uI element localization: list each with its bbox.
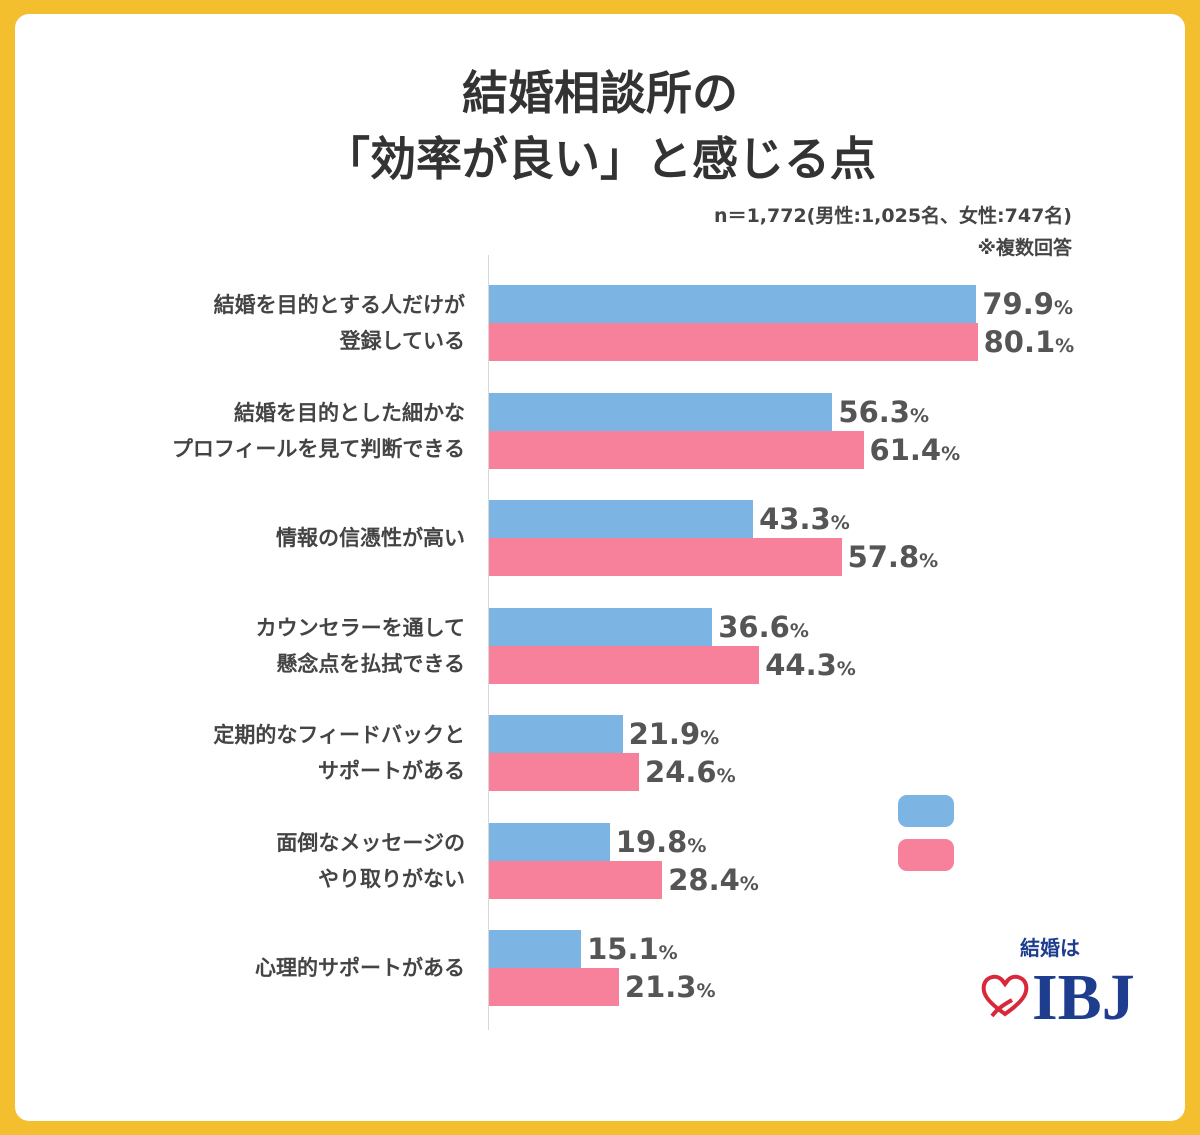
female-value-label: 21.3% — [624, 970, 716, 1004]
category-label: 結婚を目的とした細かなプロフィールを見て判断できる — [25, 395, 465, 467]
male-value-label: 79.9% — [982, 287, 1073, 321]
category-label-line: サポートがある — [318, 759, 465, 783]
category-label-line: 情報の信憑性が高い — [276, 526, 465, 550]
female-value-label: 61.4% — [869, 432, 961, 467]
male-value-label: 21.9% — [628, 717, 720, 751]
female-bar — [489, 430, 864, 469]
male-bar — [489, 930, 582, 968]
female-value-label: 24.6% — [645, 755, 736, 789]
sample-note: ※複数回答 — [977, 237, 1072, 259]
female-bar — [489, 753, 640, 791]
category-label-line: 結婚を目的とする人だけが — [213, 293, 465, 317]
category-label: カウンセラーを通して懸念点を払拭できる — [25, 610, 465, 682]
category-label-line: 定期的なフィードバックと — [213, 723, 465, 747]
male-value-label: 19.8% — [615, 824, 707, 859]
female-bar — [489, 968, 619, 1006]
logo-brand: IBJ — [1032, 961, 1135, 1034]
female-bar — [489, 323, 978, 361]
male-bar — [489, 607, 713, 646]
sample-info: n＝1,772(男性:1,025名、女性:747名) ※複数回答 — [714, 200, 1072, 264]
male-value-label: 36.6% — [718, 609, 809, 644]
y-axis-line — [488, 255, 489, 1030]
category-label-line: やり取りがない — [318, 866, 465, 891]
category-label: 結婚を目的とする人だけが登録している — [25, 287, 465, 359]
title-line-2: 「効率が良い」と感じる点 — [324, 132, 876, 186]
heart-logo-icon — [981, 974, 1029, 1018]
category-label: 心理的サポートがある — [25, 950, 465, 986]
category-label-line: 登録している — [339, 329, 465, 353]
category-label: 定期的なフィードバックとサポートがある — [25, 717, 465, 789]
category-label-line: 懸念点を払拭できる — [276, 651, 465, 676]
male-bar — [489, 822, 610, 861]
male-bar — [489, 285, 977, 323]
female-value-label: 80.1% — [983, 325, 1075, 359]
legend-male-swatch — [898, 795, 954, 827]
male-bar — [489, 715, 623, 753]
category-label: 情報の信憑性が高い — [25, 520, 465, 556]
female-bar — [489, 645, 760, 684]
category-label-line: プロフィールを見て判断できる — [171, 436, 465, 461]
female-bar — [489, 538, 842, 576]
male-value-label: 15.1% — [587, 932, 678, 966]
title-line-1: 結婚相談所の — [462, 66, 738, 120]
chart-title: 結婚相談所の 「効率が良い」と感じる点 — [0, 60, 1200, 192]
logo-tagline: 結婚は — [1020, 936, 1080, 960]
category-label: 面倒なメッセージのやり取りがない — [25, 825, 465, 897]
category-label-line: 面倒なメッセージの — [276, 830, 465, 855]
male-value-label: 43.3% — [759, 502, 850, 536]
category-label-line: 心理的サポートがある — [255, 956, 465, 980]
female-bar — [489, 860, 663, 899]
female-value-label: 44.3% — [765, 647, 856, 682]
sample-size: n＝1,772(男性:1,025名、女性:747名) — [714, 205, 1072, 227]
category-label-line: カウンセラーを通して — [255, 615, 465, 640]
category-label-line: 結婚を目的とした細かな — [234, 400, 465, 425]
female-value-label: 28.4% — [668, 862, 759, 897]
legend-female-swatch — [898, 839, 954, 871]
male-bar — [489, 392, 833, 431]
male-value-label: 56.3% — [838, 394, 930, 429]
female-value-label: 57.8% — [847, 540, 939, 574]
male-bar — [489, 500, 754, 538]
